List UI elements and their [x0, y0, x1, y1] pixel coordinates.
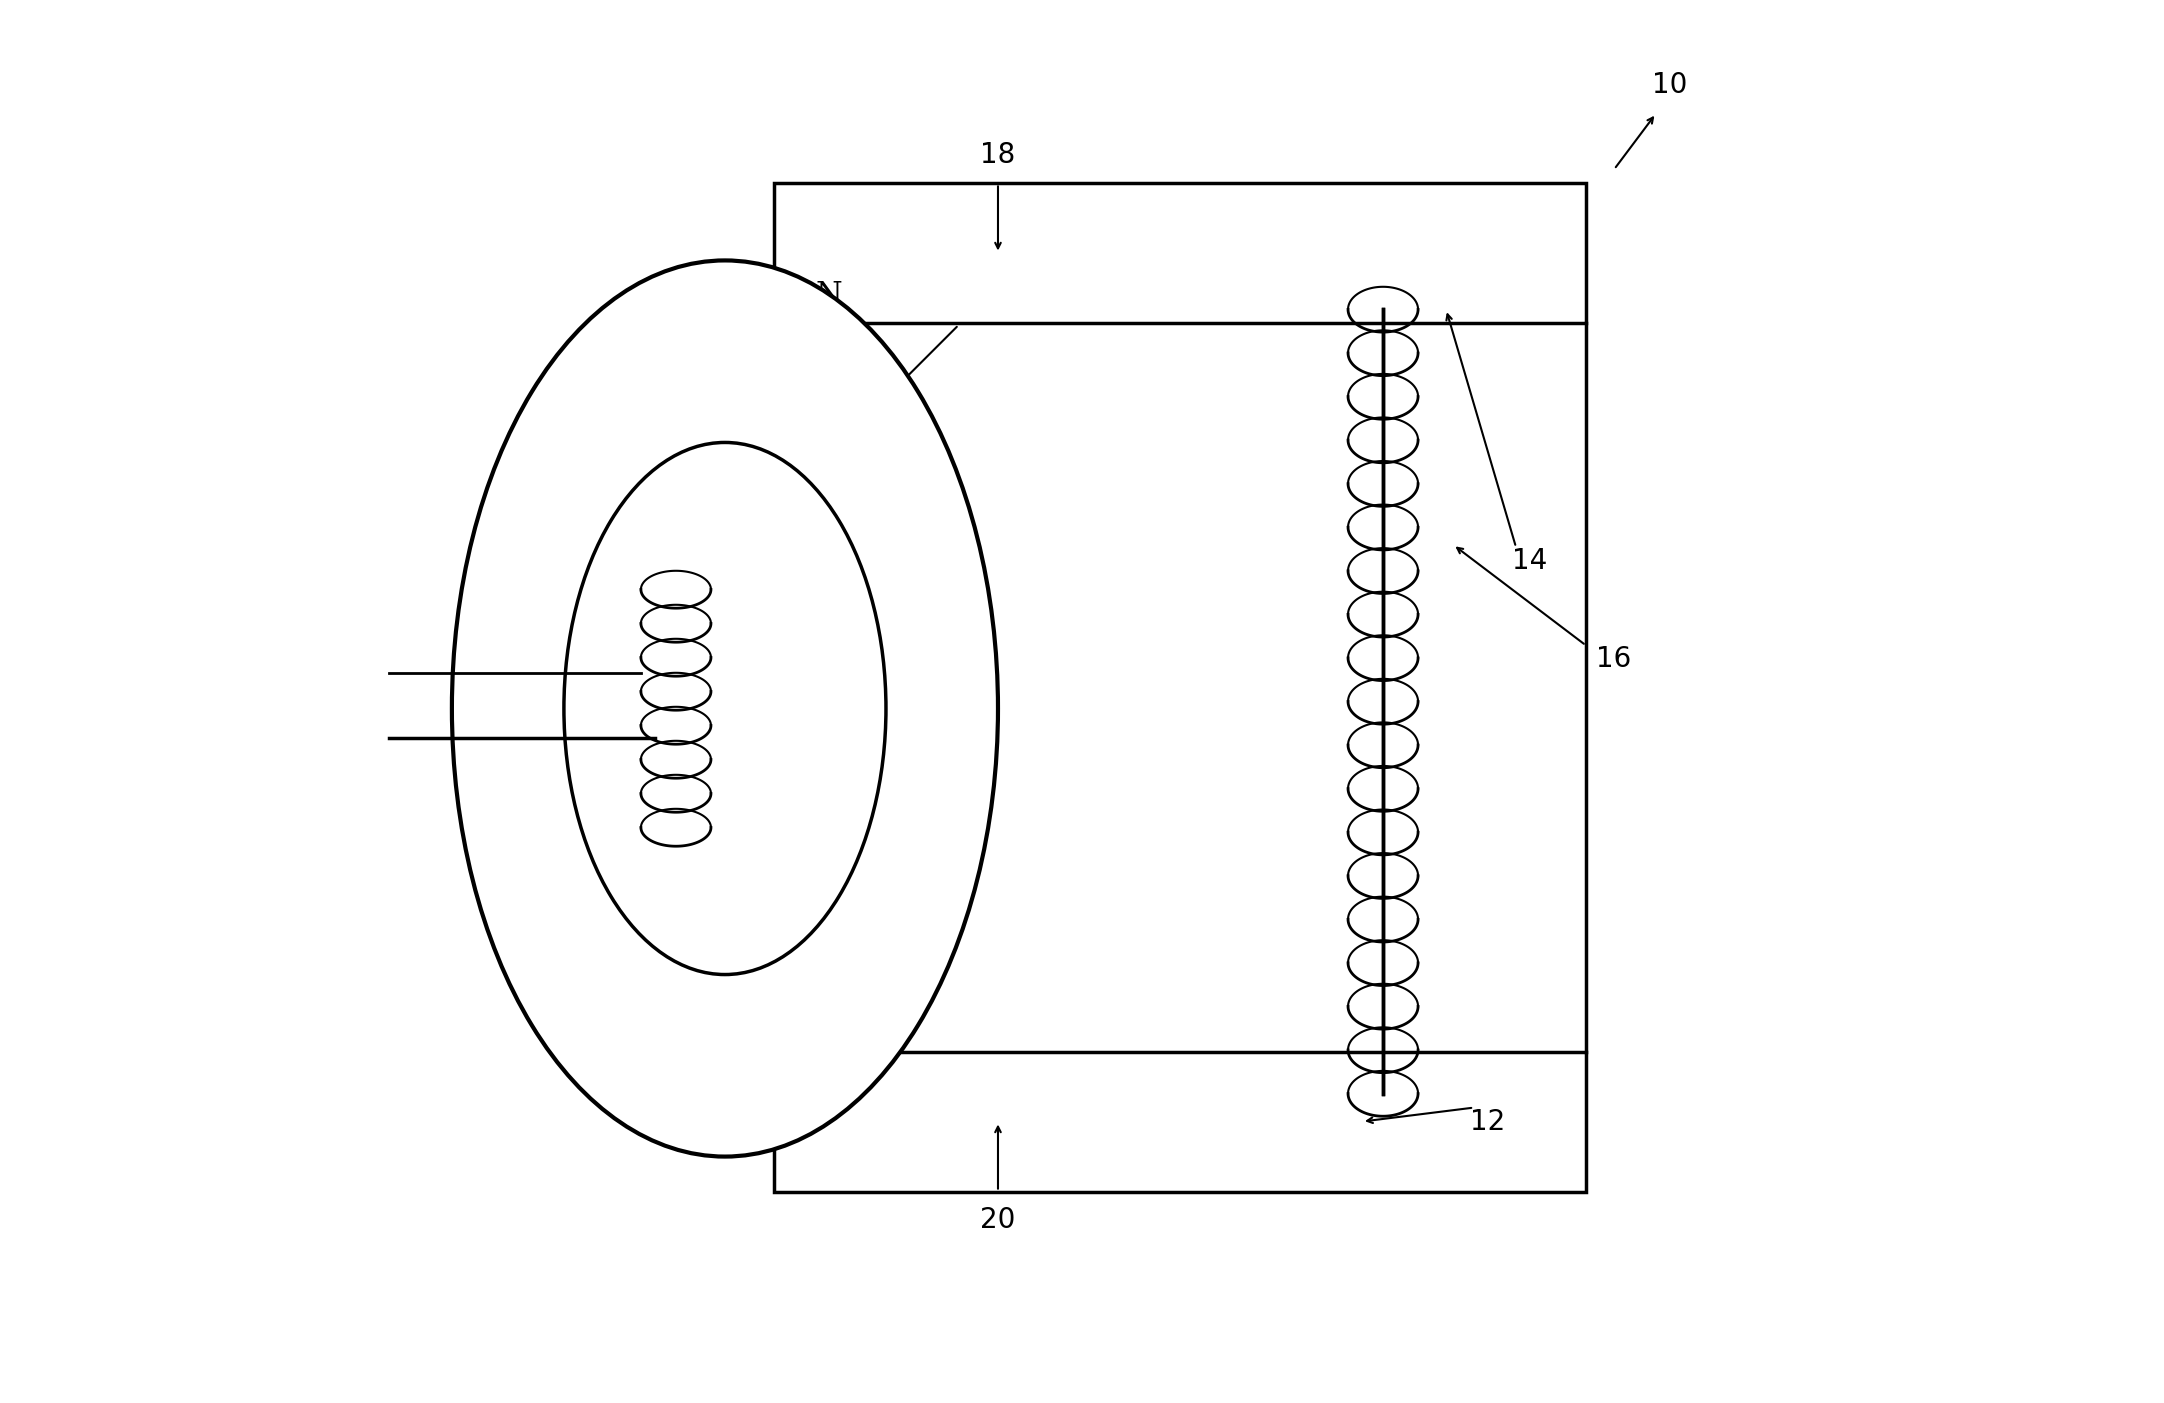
- Text: 16: 16: [1597, 645, 1632, 673]
- Text: S: S: [816, 1049, 837, 1082]
- Bar: [775, 184, 1586, 324]
- Text: 20: 20: [980, 1205, 1015, 1233]
- Text: 34: 34: [560, 659, 595, 687]
- Bar: [775, 1052, 1586, 1191]
- Text: 12: 12: [1472, 1107, 1506, 1135]
- Text: 10: 10: [1653, 72, 1688, 100]
- Text: 14: 14: [1513, 547, 1547, 575]
- Ellipse shape: [452, 261, 998, 1156]
- Text: 30: 30: [645, 547, 679, 575]
- Text: 32: 32: [673, 912, 708, 940]
- Ellipse shape: [565, 442, 885, 975]
- Text: N: N: [816, 281, 842, 311]
- Text: 18: 18: [980, 142, 1015, 170]
